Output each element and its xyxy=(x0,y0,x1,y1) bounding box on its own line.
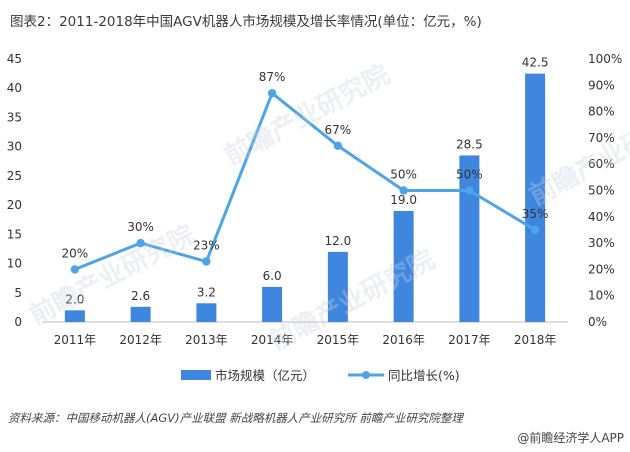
y-right-tick-label: 100% xyxy=(588,52,622,66)
y-left-tick-label: 35 xyxy=(7,110,22,124)
bar xyxy=(262,286,283,322)
bar-value-label: 3.2 xyxy=(197,285,216,299)
legend-swatch-marker xyxy=(362,371,370,379)
growth-point xyxy=(136,238,145,248)
growth-line xyxy=(74,91,536,271)
x-tick-label: 2014年 xyxy=(251,333,294,347)
y-left-tick-label: 25 xyxy=(7,169,22,183)
bar xyxy=(393,210,414,322)
growth-point xyxy=(267,88,277,98)
growth-value-label: 50% xyxy=(456,168,483,182)
y-right-tick-label: 60% xyxy=(588,157,615,171)
bar xyxy=(327,251,348,322)
bar-value-label: 28.5 xyxy=(456,137,483,151)
y-right-tick-label: 10% xyxy=(588,289,615,303)
bar xyxy=(64,310,85,322)
y-left-tick-label: 0 xyxy=(14,315,22,329)
growth-point xyxy=(70,265,80,274)
bar-value-label: 19.0 xyxy=(390,193,417,207)
y-left-tick-label: 15 xyxy=(7,227,22,241)
growth-value-label: 35% xyxy=(522,207,549,221)
brand-credit: @前瞻经济学人APP xyxy=(517,431,624,445)
bar-value-label: 2.6 xyxy=(131,289,150,303)
legend-label: 同比增长(%) xyxy=(388,368,460,383)
x-tick-label: 2018年 xyxy=(514,333,557,347)
y-right-tick-label: 90% xyxy=(588,78,615,92)
x-tick-label: 2011年 xyxy=(54,333,97,347)
y-left-tick-label: 5 xyxy=(14,286,22,300)
growth-value-label: 87% xyxy=(259,70,286,84)
y-right-tick-label: 20% xyxy=(588,262,615,276)
y-left-tick-label: 45 xyxy=(7,52,22,66)
x-tick-label: 2015年 xyxy=(317,333,360,347)
growth-point xyxy=(530,225,540,235)
bar xyxy=(525,73,546,322)
y-right-tick-label: 80% xyxy=(588,105,615,119)
legend-swatch-bar xyxy=(181,370,211,380)
x-tick-label: 2013年 xyxy=(185,333,228,347)
growth-point xyxy=(465,186,474,195)
growth-point xyxy=(399,186,408,195)
growth-point xyxy=(333,141,343,150)
x-tick-label: 2016年 xyxy=(382,333,425,347)
y-right-tick-label: 50% xyxy=(588,184,615,198)
y-right-tick-label: 70% xyxy=(588,131,615,145)
bar-value-label: 12.0 xyxy=(325,234,352,248)
y-right-tick-label: 0% xyxy=(588,315,607,329)
y-left-tick-label: 20 xyxy=(7,198,22,212)
bar-value-label: 6.0 xyxy=(263,269,282,283)
source-note: 资料来源：中国移动机器人(AGV)产业联盟 新战略机器人产业研究所 前瞻产业研究… xyxy=(8,411,463,425)
bar-value-label: 42.5 xyxy=(522,56,549,70)
y-left-tick-label: 30 xyxy=(7,140,22,154)
legend-label: 市场规模（亿元） xyxy=(215,368,315,383)
growth-point xyxy=(202,257,211,266)
x-tick-label: 2012年 xyxy=(119,333,162,347)
x-tick-label: 2017年 xyxy=(448,333,491,347)
growth-value-label: 20% xyxy=(62,246,89,260)
y-right-tick-label: 40% xyxy=(588,210,615,224)
growth-value-label: 50% xyxy=(390,168,417,182)
bar-value-label: 2.0 xyxy=(65,292,84,306)
growth-value-label: 23% xyxy=(193,239,220,253)
bar xyxy=(196,303,217,322)
bar xyxy=(459,155,480,322)
y-left-tick-label: 10 xyxy=(7,257,22,271)
y-left-tick-label: 40 xyxy=(7,81,22,95)
growth-value-label: 30% xyxy=(127,220,154,234)
growth-value-label: 67% xyxy=(325,123,352,137)
bar xyxy=(130,306,151,322)
y-right-tick-label: 30% xyxy=(588,236,615,250)
chart-title: 图表2：2011-2018年中国AGV机器人市场规模及增长率情况(单位：亿元，%… xyxy=(10,14,482,30)
